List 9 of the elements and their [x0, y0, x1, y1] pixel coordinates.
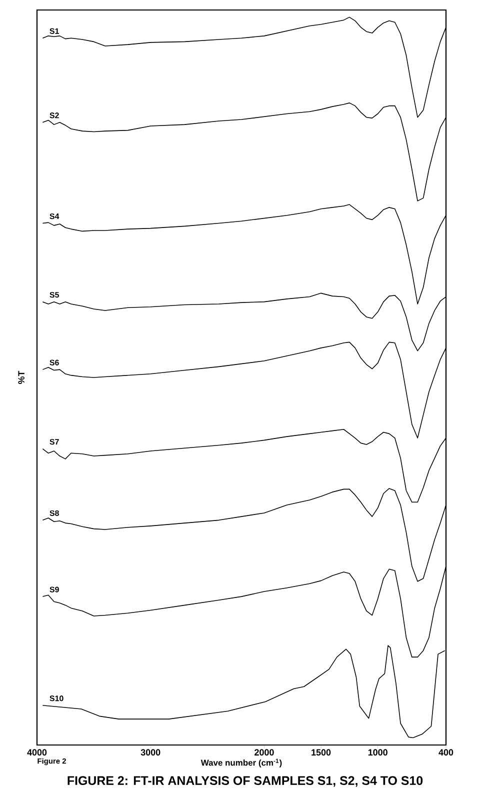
y-axis-title: %T: [18, 370, 24, 384]
x-tick-label: 1000: [368, 749, 388, 756]
x-tick-label: 2000: [254, 749, 274, 756]
x-tick-label: 1500: [312, 749, 331, 756]
x-axis-title: Wave number (cm$^{-1}$): [200, 758, 282, 768]
x-tick-label: 4000: [27, 749, 47, 756]
x-tick-label: 3000: [140, 749, 160, 756]
text: FIGURE 2: FT-IR ANALYSIS OF SAMPLES S1, S2, S4 TO S10: [68, 776, 423, 787]
x-tick-label: 400: [438, 749, 454, 756]
